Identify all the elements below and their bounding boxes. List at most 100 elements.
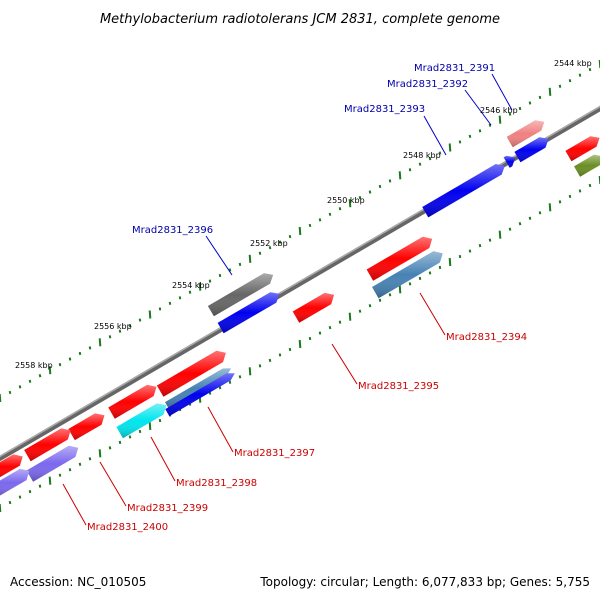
minor-tick	[408, 282, 412, 286]
leader-2398	[150, 436, 176, 482]
minor-tick	[578, 73, 582, 77]
outer-tick-track	[0, 175, 600, 513]
gene-labels: Mrad2831_2391 Mrad2831_2392 Mrad2831_239…	[87, 63, 527, 533]
minor-tick	[8, 500, 12, 505]
minor-tick	[568, 194, 572, 199]
minor-tick	[428, 271, 432, 275]
leader-2395	[331, 343, 358, 385]
leader-2394	[419, 292, 446, 336]
gene-label-mrad2831-2394[interactable]: Mrad2831_2394	[446, 332, 527, 343]
minor-tick	[38, 484, 42, 488]
gene-label-mrad2831-2398[interactable]: Mrad2831_2398	[176, 478, 257, 489]
minor-tick	[218, 273, 222, 278]
gene-feature-red-right-shading	[565, 136, 600, 162]
minor-tick	[118, 329, 122, 333]
minor-tick	[518, 106, 522, 111]
minor-tick	[18, 385, 22, 389]
minor-tick	[458, 254, 462, 259]
minor-tick	[488, 123, 492, 127]
tick-label-2546: 2546 kbp	[480, 106, 518, 115]
minor-tick	[558, 200, 562, 204]
minor-tick	[438, 151, 442, 155]
minor-tick	[388, 293, 392, 297]
map-title: Methylobacterium radiotolerans JCM 2831,…	[100, 12, 500, 27]
label-leader-lines	[62, 73, 513, 526]
gene-feature-slate-a-shading	[26, 445, 79, 482]
minor-tick	[258, 364, 262, 368]
major-tick	[98, 449, 102, 458]
gene-label-mrad2831-2399[interactable]: Mrad2831_2399	[127, 503, 208, 514]
minor-tick	[358, 195, 362, 200]
minor-tick	[68, 468, 72, 472]
gene-features	[0, 120, 600, 496]
minor-tick	[438, 265, 442, 270]
minor-tick	[568, 79, 572, 83]
gene-feature-olive-shading	[574, 154, 600, 177]
minor-tick	[318, 331, 322, 335]
gene-label-mrad2831-2392[interactable]: Mrad2831_2392	[387, 79, 468, 90]
tick-label-2556: 2556 kbp	[94, 322, 132, 331]
minor-tick	[528, 216, 532, 220]
minor-tick	[488, 238, 492, 242]
major-tick	[148, 421, 152, 431]
minor-tick	[288, 347, 292, 352]
tick-label-2548: 2548 kbp	[403, 151, 441, 160]
minor-tick	[458, 140, 462, 144]
major-tick	[48, 366, 52, 375]
minor-tick	[538, 211, 542, 215]
minor-tick	[88, 457, 92, 461]
major-tick	[48, 476, 52, 485]
minor-tick	[138, 318, 142, 322]
gene-label-mrad2831-2393[interactable]: Mrad2831_2393	[344, 104, 425, 115]
gene-feature-red-b-shading	[156, 350, 226, 397]
major-tick	[398, 171, 402, 180]
minor-tick	[368, 304, 372, 308]
minor-tick	[418, 162, 422, 166]
major-tick	[448, 143, 452, 152]
genome-summary-text: Topology: circular; Length: 6,077,833 bp…	[259, 575, 590, 589]
minor-tick	[78, 462, 82, 466]
leader-2392	[464, 89, 492, 126]
minor-tick	[558, 84, 562, 88]
gene-feature-red-a-shading	[366, 236, 433, 281]
gene-label-mrad2831-2396[interactable]: Mrad2831_2396	[132, 225, 213, 236]
major-tick	[148, 310, 152, 319]
minor-tick	[508, 112, 512, 116]
minor-tick	[338, 320, 342, 324]
tick-label-2544: 2544 kbp	[554, 59, 592, 68]
gene-label-mrad2831-2397[interactable]: Mrad2831_2397	[234, 448, 315, 459]
minor-tick	[158, 307, 162, 311]
minor-tick	[538, 95, 542, 100]
minor-tick	[268, 358, 272, 363]
gene-label-mrad2831-2391[interactable]: Mrad2831_2391	[414, 63, 495, 74]
minor-tick	[408, 168, 412, 172]
gene-mrad2831-2394-shading	[372, 251, 443, 299]
minor-tick	[588, 67, 592, 72]
gene-feature-red-c-shading	[108, 384, 157, 419]
gene-mrad2831-2398-shading	[116, 403, 167, 439]
gene-mrad2831-2396-shading	[207, 273, 274, 317]
minor-tick	[308, 223, 312, 228]
minor-tick	[128, 324, 132, 328]
minor-tick	[378, 184, 382, 189]
major-tick	[498, 115, 502, 124]
inner-tick-track	[0, 59, 600, 403]
accession-text: Accession: NC_010505	[10, 575, 146, 589]
gene-mrad2831-2393-shading	[422, 164, 505, 218]
minor-tick	[328, 212, 332, 216]
minor-tick	[228, 268, 232, 272]
minor-tick	[168, 301, 172, 305]
minor-tick	[8, 390, 12, 395]
gene-label-mrad2831-2400[interactable]: Mrad2831_2400	[87, 522, 168, 533]
minor-tick	[208, 279, 212, 283]
minor-tick	[468, 249, 472, 253]
gene-mrad2831-2397-shading	[165, 373, 235, 417]
minor-tick	[218, 386, 222, 390]
minor-tick	[188, 290, 192, 294]
gene-label-mrad2831-2395[interactable]: Mrad2831_2395	[358, 381, 439, 392]
minor-tick	[38, 374, 42, 378]
minor-tick	[338, 207, 342, 211]
minor-tick	[368, 190, 372, 194]
